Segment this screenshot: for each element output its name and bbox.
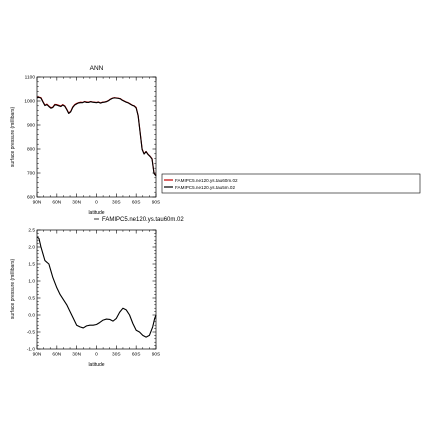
y-tick-label-0-3: 900 — [27, 123, 35, 129]
legend-bottom: FAMIPC5.ne120.ys.tau60m.02 — [94, 217, 184, 223]
y-tick-label-1-4: 1.0 — [28, 279, 35, 285]
x-tick-label-0-5: 60S — [132, 200, 141, 206]
legend-label-bottom: FAMIPC5.ne120.ys.tau60m.02 — [102, 217, 184, 223]
x-tick-label-1-0: 90N — [33, 352, 42, 358]
y-tick-label-1-2: 0.0 — [28, 313, 35, 319]
y-tick-label-1-0: -1.0 — [27, 347, 36, 353]
y-axis-label-top: surface pressure (millibars) — [10, 107, 16, 168]
y-tick-label-0-1: 700 — [27, 171, 35, 177]
y-tick-label-0-5: 1100 — [25, 75, 36, 81]
y-tick-label-1-1: -0.5 — [27, 330, 36, 336]
plot-area-top: 90N 60N 30N 0 30S 60S 90S 600 700 800 900 1000 1100 — [24, 75, 160, 206]
y-tick-label-0-4: 1000 — [24, 99, 35, 105]
x-tick-label-1-3: 0 — [95, 352, 98, 358]
x-tick-label-1-4: 30S — [112, 352, 121, 358]
x-tick-label-0-1: 60N — [52, 200, 61, 206]
x-axis-label-bottom: latitude — [88, 362, 104, 368]
plot-area-bottom: 90N 60N 30N 0 30S 60S 90S -1.0 -0.5 0.0 0.5 1.0 1.5 2… — [27, 228, 161, 358]
plot-frame-0 — [36, 76, 157, 198]
x-tick-label-1-1: 60N — [52, 352, 61, 358]
x-tick-label-1-2: 30N — [72, 352, 81, 358]
x-axis-label-top: latitude — [88, 210, 104, 216]
legend-label-0: FAMIPC5.ne120.ys.tau60m.02 — [175, 178, 238, 183]
legend-label-1: FAMIPC5.ne120.ys.tau5m.02 — [175, 185, 235, 190]
legend-box — [161, 173, 421, 194]
y-tick-label-1-3: 0.5 — [28, 296, 35, 302]
legend-top: FAMIPC5.ne120.ys.tau60m.02 FAMIPC5.ne120… — [161, 173, 421, 194]
y-tick-label-0-2: 800 — [27, 147, 35, 153]
y-tick-label-1-6: 2.0 — [28, 245, 35, 251]
y-tick-label-1-7: 2.5 — [28, 228, 35, 234]
series-line-0-1 — [36, 96, 157, 177]
series-line-1-0 — [36, 236, 157, 338]
y-tick-label-0-0: 600 — [27, 195, 35, 201]
x-tick-label-1-6: 90S — [152, 352, 161, 358]
x-tick-label-0-6: 90S — [152, 200, 161, 206]
x-tick-label-1-5: 60S — [132, 352, 141, 358]
panel-top: ANN 90N 60N 30N 0 30S 60S 90S 600 700 800 900 1000 1… — [10, 65, 160, 216]
panel-bottom: FAMIPC5.ne120.ys.tau60m.02 90N 60N 30N 0 30S… — [10, 217, 184, 368]
x-tick-label-0-3: 0 — [95, 200, 98, 206]
y-tick-label-1-5: 1.5 — [28, 262, 35, 268]
series-line-0-0 — [36, 96, 157, 176]
y-axis-label-bottom: surface pressure (millibars) — [10, 259, 16, 320]
chart-title-top: ANN — [90, 65, 104, 72]
x-tick-label-0-4: 30S — [112, 200, 121, 206]
x-tick-label-0-2: 30N — [72, 200, 81, 206]
x-tick-label-0-0: 90N — [33, 200, 42, 206]
